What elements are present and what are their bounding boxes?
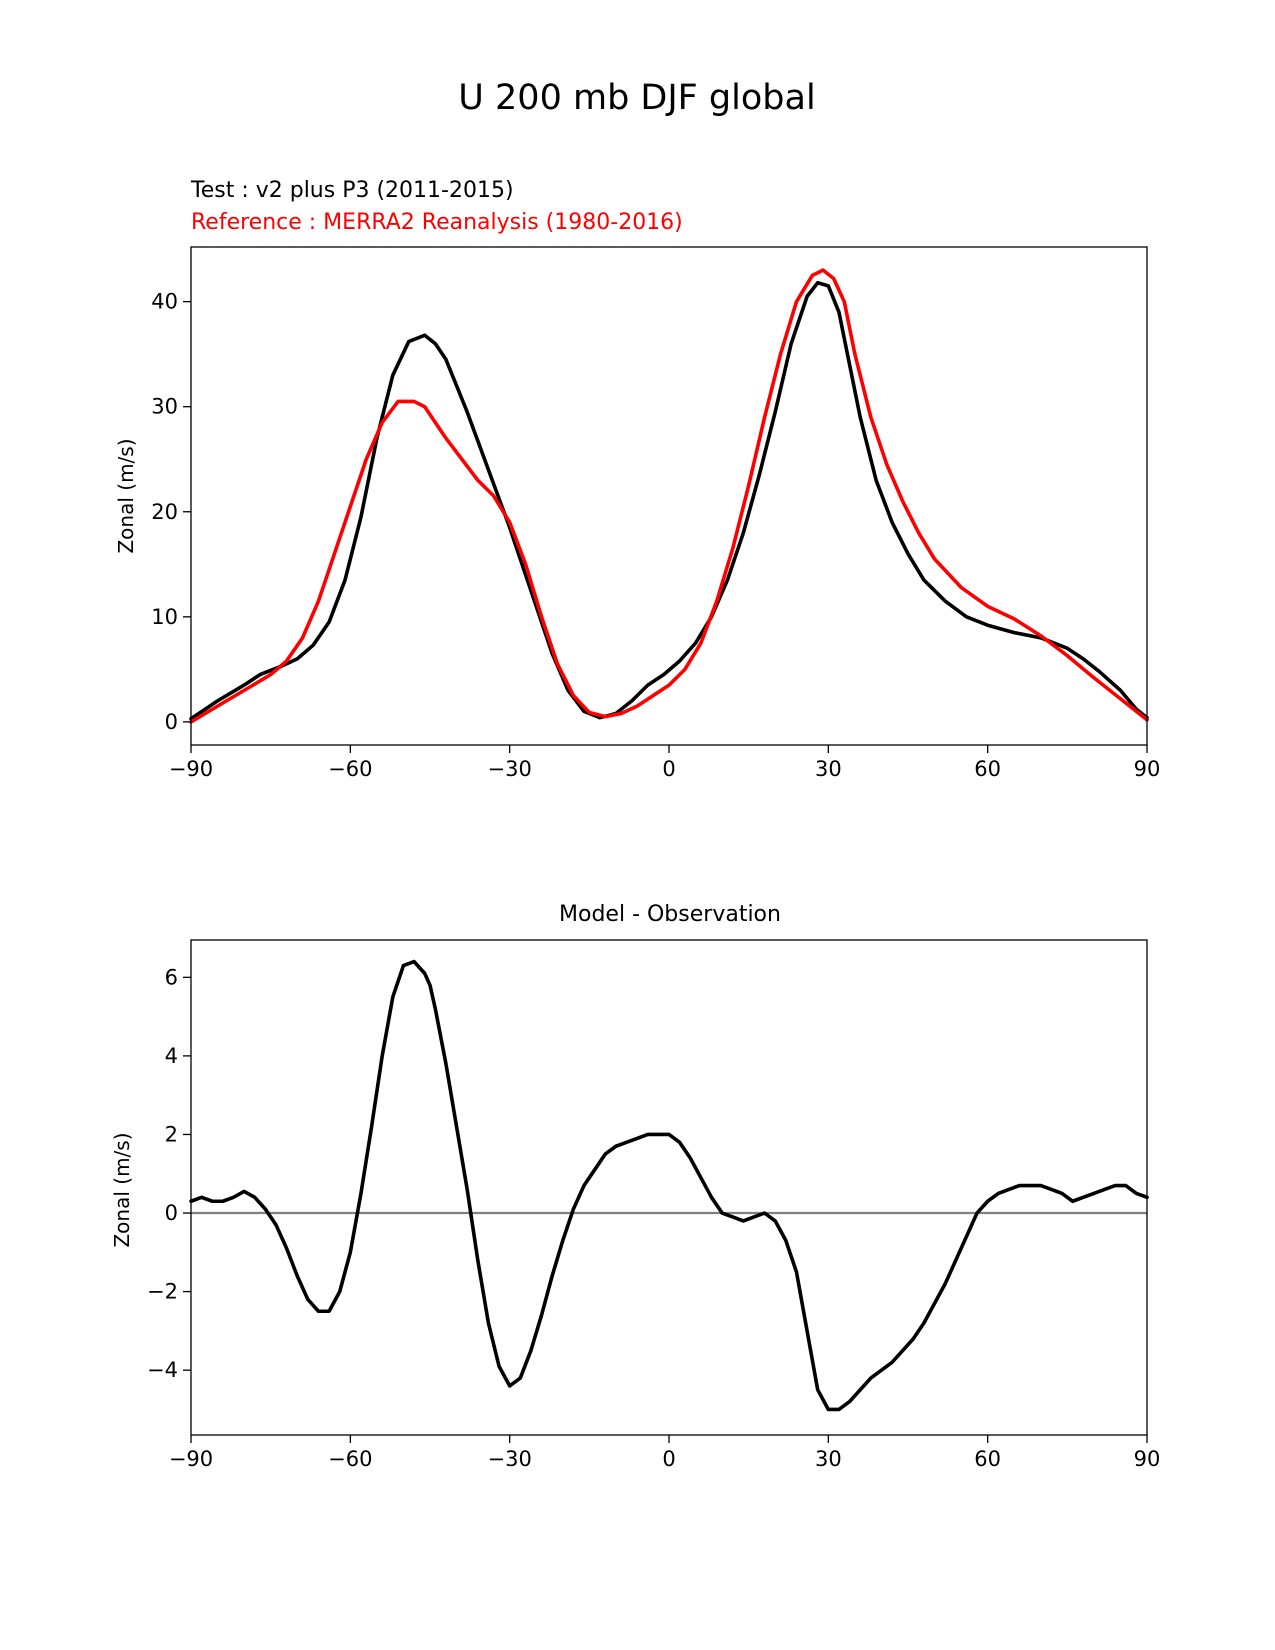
- x-tick-label: 90: [1134, 757, 1161, 781]
- x-tick-label: 60: [974, 757, 1001, 781]
- y-tick-label: 30: [151, 395, 178, 419]
- series-line-reference: [189, 268, 1149, 724]
- bottom-panel: Model - Observation Zonal (m/s) −90 −60 −3…: [110, 902, 1160, 1471]
- y-tick-label: 4: [165, 1044, 178, 1068]
- y-tick-label: −4: [147, 1358, 178, 1382]
- x-tick-label: 90: [1134, 1447, 1161, 1471]
- x-tick-label: 30: [815, 757, 842, 781]
- y-tick-label: 40: [151, 290, 178, 314]
- x-tick-label: −90: [169, 1447, 213, 1471]
- y-tick-label: 0: [165, 1201, 178, 1225]
- y-tick-label: 2: [165, 1122, 178, 1146]
- plot-frame: [190, 939, 1148, 1436]
- x-tick-label: −60: [328, 1447, 372, 1471]
- x-tick-label: −30: [488, 1447, 532, 1471]
- bottom-panel-title: Model - Observation: [559, 902, 781, 927]
- reference-label: Reference : MERRA2 Reanalysis (1980-2016…: [191, 210, 683, 235]
- x-tick-label: 30: [815, 1447, 842, 1471]
- x-tick-label: 60: [974, 1447, 1001, 1471]
- series-line-model-observation: [189, 959, 1149, 1412]
- y-tick-label: 0: [165, 710, 178, 734]
- series-line-test: [189, 280, 1149, 721]
- figure-title: U 200 mb DJF global: [458, 78, 815, 118]
- x-tick-label: 0: [662, 1447, 675, 1471]
- y-tick-label: 10: [151, 605, 178, 629]
- top-y-axis-label: Zonal (m/s): [114, 438, 138, 553]
- x-tick-label: 0: [662, 757, 675, 781]
- y-tick-label: 20: [151, 500, 178, 524]
- x-tick-label: −30: [488, 757, 532, 781]
- y-tick-label: 6: [165, 965, 178, 989]
- bottom-y-axis-label: Zonal (m/s): [110, 1132, 134, 1247]
- test-label: Test : v2 plus P3 (2011-2015): [190, 178, 514, 203]
- y-tick-label: −2: [147, 1280, 178, 1304]
- x-tick-label: −60: [328, 757, 372, 781]
- x-tick-label: −90: [169, 757, 213, 781]
- top-panel: Test : v2 plus P3 (2011-2015) Reference …: [114, 178, 1160, 781]
